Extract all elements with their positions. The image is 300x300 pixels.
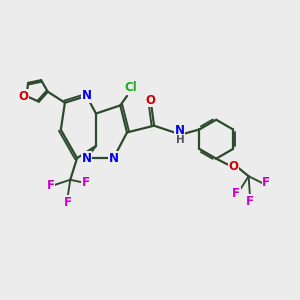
Text: O: O (228, 160, 238, 173)
Text: F: F (232, 187, 240, 200)
Text: N: N (175, 124, 185, 137)
Text: Cl: Cl (125, 81, 137, 94)
Text: F: F (246, 195, 254, 208)
Text: F: F (47, 178, 55, 192)
Text: N: N (109, 152, 118, 165)
Text: N: N (82, 152, 92, 165)
Text: H: H (176, 135, 185, 145)
Text: F: F (262, 176, 270, 190)
Text: N: N (82, 89, 92, 103)
Text: F: F (82, 176, 90, 189)
Text: O: O (145, 94, 155, 106)
Text: O: O (18, 90, 28, 103)
Text: F: F (64, 196, 72, 208)
